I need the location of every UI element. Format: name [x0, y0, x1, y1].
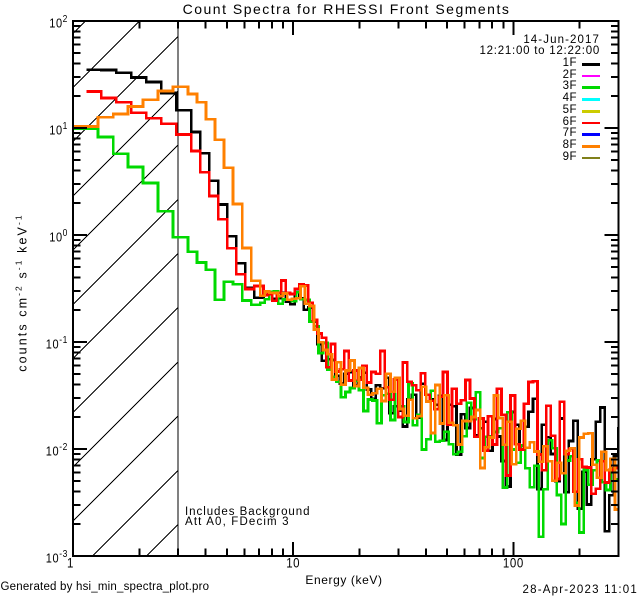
- y-tick-base: 10: [45, 444, 60, 459]
- legend-swatch-5f: [582, 109, 600, 113]
- y-tick-base: 10: [49, 16, 63, 31]
- y-tick-label-1e-1: 10-1: [20, 333, 68, 352]
- creation-timestamp: 28-Apr-2023 11:01: [522, 583, 638, 596]
- legend-swatch-4f: [582, 98, 600, 101]
- y-tick-base: 10: [45, 337, 60, 352]
- x-tick-label-10: 10: [286, 556, 301, 571]
- y-axis-label-exponent: -2: [13, 284, 24, 296]
- y-tick-exponent: 1: [62, 118, 68, 131]
- observation-time-range: 12:21:00 to 12:22:00: [479, 44, 600, 57]
- legend-swatch-7f: [582, 133, 600, 137]
- y-tick-label-1e-3: 10-3: [20, 547, 68, 566]
- legend-swatch-2f: [582, 74, 600, 78]
- hatch-line: [73, 144, 179, 251]
- hatch-line: [145, 523, 179, 556]
- y-axis-label-exponent: -1: [13, 213, 24, 225]
- x-tick-label-1: 1: [67, 556, 74, 571]
- annotation-includes-background: Includes Background: [185, 505, 311, 518]
- y-tick-exponent: 2: [62, 11, 68, 24]
- legend-label-1f: 1F: [562, 56, 577, 69]
- y-axis-label: counts cm-2 s-1 keV-1: [13, 193, 30, 393]
- y-tick-label-1e2: 102: [20, 12, 68, 31]
- y-axis-label-segment: counts cm: [15, 295, 30, 372]
- legend-label-3f: 3F: [562, 80, 577, 93]
- legend-swatch-8f: [582, 145, 600, 148]
- series-6f-curve: [86, 90, 619, 496]
- y-tick-label-1e-2: 10-2: [20, 440, 68, 459]
- hatch-line: [73, 306, 179, 414]
- generated-by-text: Generated by hsi_min_spectra_plot.pro: [0, 580, 210, 593]
- hatch-line: [73, 252, 179, 359]
- legend-label-9f: 9F: [562, 150, 577, 163]
- y-tick-exponent: -1: [59, 332, 68, 345]
- legend-label-8f: 8F: [562, 138, 577, 151]
- legend-swatch-9f: [582, 156, 600, 160]
- legend-label-2f: 2F: [562, 68, 577, 81]
- hatch-line: [73, 90, 179, 197]
- series-3f-curve: [73, 127, 619, 539]
- hatch-line: [73, 198, 179, 305]
- y-tick-exponent: -3: [59, 546, 68, 559]
- plot-title: Count Spectra for RHESSI Front Segments: [182, 1, 511, 17]
- x-axis-label: Energy (keV): [305, 573, 383, 587]
- y-tick-exponent: -2: [59, 439, 68, 452]
- hatch-line: [73, 21, 140, 88]
- legend-label-5f: 5F: [562, 103, 577, 116]
- x-tick-label-100: 100: [502, 556, 524, 571]
- observation-date: 14-Jun-2017: [523, 33, 600, 46]
- y-tick-base: 10: [49, 230, 63, 245]
- legend-swatch-3f: [582, 86, 600, 90]
- y-tick-base: 10: [45, 551, 60, 566]
- spectra-curves: [73, 68, 619, 539]
- annotation-attenuator-state: Att A0, FDecim 3: [185, 515, 290, 528]
- y-tick-label-1e0: 100: [20, 226, 68, 245]
- hatch-line: [91, 469, 179, 556]
- y-tick-exponent: 0: [62, 225, 68, 238]
- plot-frame: [72, 20, 620, 557]
- legend-label-6f: 6F: [562, 115, 577, 128]
- legend-swatch-6f: [582, 121, 600, 125]
- y-axis-label-exponent: -1: [13, 258, 24, 271]
- series-8f-curve: [73, 85, 619, 511]
- y-axis-label-segment: keV: [15, 225, 30, 259]
- y-axis-label-segment: s: [15, 270, 30, 285]
- y-tick-label-1e1: 101: [20, 119, 68, 138]
- hatch-region: [73, 21, 179, 556]
- axis-ticks: [72, 20, 620, 557]
- legend-label-7f: 7F: [562, 127, 577, 140]
- legend-label-4f: 4F: [562, 92, 577, 105]
- hatch-line: [73, 35, 179, 143]
- y-tick-base: 10: [49, 123, 63, 138]
- legend-swatch-1f: [582, 63, 600, 66]
- hatch-line: [73, 415, 179, 522]
- hatch-line: [73, 361, 179, 468]
